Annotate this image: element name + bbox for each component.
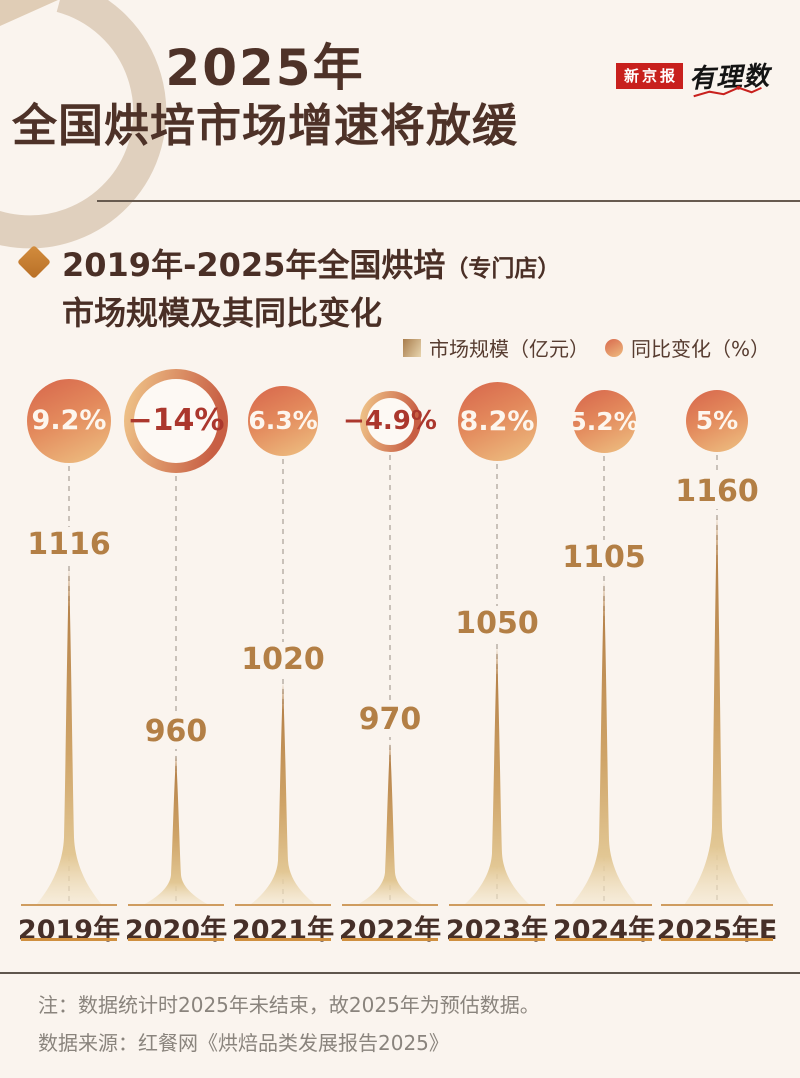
axis-rule-top (449, 904, 545, 906)
title-line2: 全国烘培市场增速将放缓 (11, 99, 518, 152)
market-size-spike (36, 568, 102, 905)
axis-rule-top (661, 904, 773, 906)
year-label: 2025年E (656, 915, 778, 946)
logo-zigzag-icon (693, 85, 762, 98)
market-size-spike (143, 755, 209, 905)
footer-divider (0, 972, 800, 974)
year-label: 2024年 (552, 915, 656, 946)
axis-rule-bottom (21, 938, 117, 941)
market-size-spike (250, 683, 316, 905)
publisher-logo: 新京报 有理数 (616, 56, 771, 98)
percent-bubble (457, 381, 537, 461)
axis-rule-bottom (235, 938, 331, 941)
subtitle-text: 2019年-2025年全国烘培（专门店） 市场规模及其同比变化 (62, 243, 560, 335)
dashed-connector (175, 476, 177, 903)
year-label: 2023年 (445, 915, 549, 946)
axis-rule-bottom (449, 938, 545, 941)
footer-notes: 注：数据统计时2025年未结束，故2025年为预估数据。 数据来源：红餐网《烘焙… (38, 986, 540, 1062)
percent-bubble-label: 6.3% (248, 406, 318, 435)
title-line1: 2025年 (165, 39, 365, 97)
dashed-connector (282, 459, 284, 903)
value-label: 1105 (556, 540, 652, 575)
subtitle-line1: 2019年-2025年全国烘培 (62, 246, 446, 284)
axis-rule-top (235, 904, 331, 906)
percent-ring-label: −4.9% (343, 405, 437, 436)
percent-bubble (248, 386, 318, 456)
legend-label-yoy-change: 同比变化（%） (630, 337, 770, 361)
market-size-spike (571, 581, 637, 905)
note-line: 注：数据统计时2025年未结束，故2025年为预估数据。 (38, 993, 540, 1017)
axis-rule-top (21, 904, 117, 906)
bar-swatch-icon (402, 338, 421, 357)
axis-rule-top (556, 904, 652, 906)
axis-rule-top (342, 904, 438, 906)
year-label: 2020年 (124, 915, 228, 946)
value-label: 1160 (669, 474, 765, 509)
logo-brand: 有理数 (688, 56, 771, 98)
axis-rule-bottom (661, 938, 773, 941)
value-label: 1116 (21, 527, 117, 562)
axis-rule-bottom (342, 938, 438, 941)
legend-item-market-size: 市场规模（亿元） (402, 333, 589, 362)
percent-bubble-label: 5.2% (569, 406, 639, 436)
logo-badge: 新京报 (616, 62, 684, 89)
decorative-corner-shape (0, 0, 58, 26)
header-divider (97, 200, 800, 202)
market-size-spike (464, 647, 530, 905)
chart-subtitle: 2019年-2025年全国烘培（专门店） 市场规模及其同比变化 (17, 243, 560, 335)
percent-bubble (27, 379, 111, 463)
percent-bubble-label: 9.2% (31, 405, 107, 436)
subtitle-line2: 市场规模及其同比变化 (62, 294, 383, 332)
percent-ring (359, 390, 421, 452)
value-label: 1050 (449, 606, 545, 641)
value-label: 960 (138, 714, 214, 749)
legend-label-market-size: 市场规模（亿元） (428, 337, 589, 361)
diamond-bullet-icon (17, 245, 51, 279)
axis-rule-bottom (556, 938, 652, 941)
subtitle-line1-small: （专门店） (445, 256, 561, 282)
dashed-connector (389, 454, 391, 903)
value-label: 970 (352, 702, 428, 737)
page-title: 2025年 全国烘培市场增速将放缓 (0, 40, 530, 156)
value-label: 1020 (235, 642, 331, 677)
percent-bubble (572, 389, 636, 453)
year-label: 2021年 (231, 915, 335, 946)
legend-item-yoy-change: 同比变化（%） (604, 333, 770, 362)
axis-rule-bottom (128, 938, 224, 941)
percent-bubble (686, 390, 748, 452)
source-line: 数据来源：红餐网《烘焙品类发展报告2025》 (38, 1031, 449, 1055)
chart-legend: 市场规模（亿元） 同比变化（%） (402, 333, 770, 362)
year-label: 2022年 (338, 915, 442, 946)
percent-ring (124, 369, 228, 473)
circle-swatch-icon (604, 338, 623, 357)
percent-ring-label: −14% (127, 403, 225, 438)
percent-bubble-label: 8.2% (459, 405, 535, 437)
percent-bubble-label: 5% (695, 406, 739, 435)
axis-rule-top (128, 904, 224, 906)
year-label: 2019年 (17, 915, 121, 946)
market-size-spike (357, 743, 423, 905)
market-size-spike (684, 515, 750, 905)
